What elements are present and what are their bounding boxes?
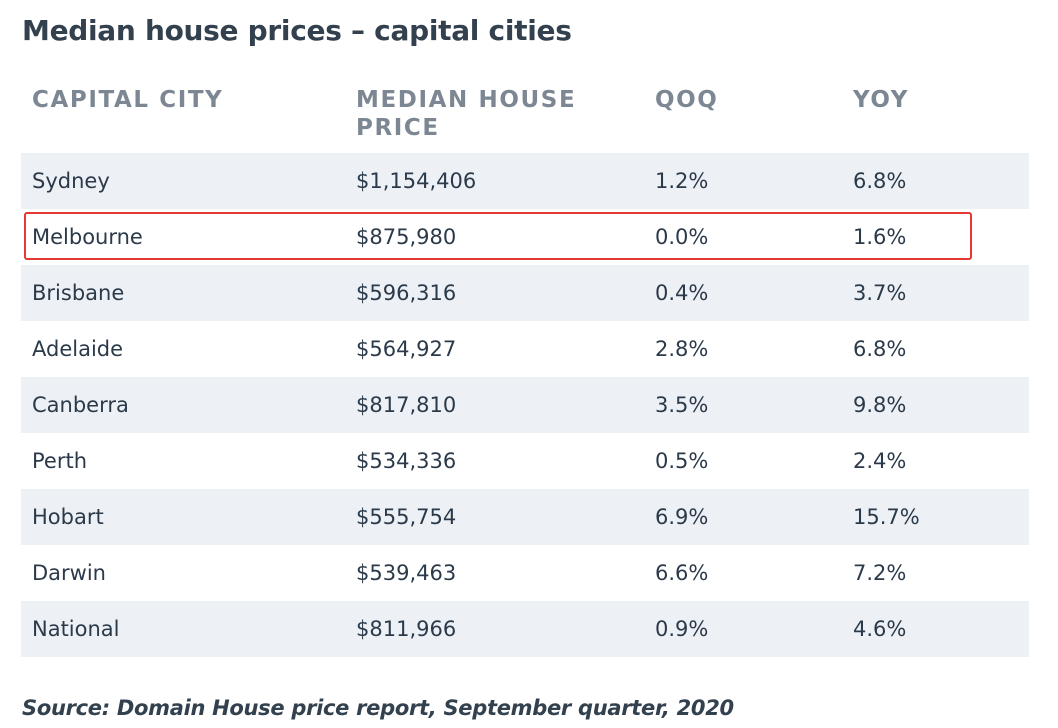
city-cell: Melbourne — [32, 225, 143, 249]
city-cell: Adelaide — [32, 337, 124, 361]
header-capital-city: CAPITAL CITY — [32, 87, 224, 113]
qoq-cell: 0.4% — [655, 281, 709, 305]
qoq-cell: 2.8% — [655, 337, 709, 361]
yoy-cell: 7.2% — [853, 561, 907, 585]
price-cell: $539,463 — [356, 561, 457, 585]
city-cell: Perth — [32, 449, 88, 473]
city-cell: Darwin — [32, 561, 106, 585]
table-row: Sydney $1,154,406 1.2% 6.8% — [21, 153, 1029, 209]
table-row: Brisbane $596,316 0.4% 3.7% — [21, 265, 1029, 321]
table-row: Darwin $539,463 6.6% 7.2% — [21, 545, 1029, 601]
table-row: Hobart $555,754 6.9% 15.7% — [21, 489, 1029, 545]
qoq-cell: 0.5% — [655, 449, 709, 473]
qoq-cell: 0.0% — [655, 225, 709, 249]
qoq-cell: 6.9% — [655, 505, 709, 529]
city-cell: Hobart — [32, 505, 104, 529]
price-cell: $596,316 — [356, 281, 457, 305]
highlight-box — [24, 212, 972, 260]
yoy-cell: 2.4% — [853, 449, 907, 473]
city-cell: National — [32, 617, 120, 641]
qoq-cell: 0.9% — [655, 617, 709, 641]
yoy-cell: 9.8% — [853, 393, 907, 417]
table-row-highlighted: Melbourne $875,980 0.0% 1.6% — [21, 209, 1029, 265]
price-cell: $534,336 — [356, 449, 457, 473]
city-cell: Sydney — [32, 169, 110, 193]
price-cell: $555,754 — [356, 505, 457, 529]
price-cell: $1,154,406 — [356, 169, 477, 193]
house-price-table: CAPITAL CITY MEDIAN HOUSE PRICE QOQ YOY … — [21, 84, 1029, 657]
price-cell: $817,810 — [356, 393, 457, 417]
yoy-cell: 1.6% — [853, 225, 907, 249]
header-qoq: QOQ — [655, 87, 719, 113]
yoy-cell: 15.7% — [853, 505, 920, 529]
table-row: Perth $534,336 0.5% 2.4% — [21, 433, 1029, 489]
city-cell: Canberra — [32, 393, 129, 417]
qoq-cell: 6.6% — [655, 561, 709, 585]
yoy-cell: 3.7% — [853, 281, 907, 305]
page-title: Median house prices – capital cities — [22, 14, 572, 47]
yoy-cell: 6.8% — [853, 337, 907, 361]
yoy-cell: 6.8% — [853, 169, 907, 193]
yoy-cell: 4.6% — [853, 617, 907, 641]
table-row: Canberra $817,810 3.5% 9.8% — [21, 377, 1029, 433]
table-header: CAPITAL CITY MEDIAN HOUSE PRICE QOQ YOY — [21, 84, 1029, 153]
table-row: Adelaide $564,927 2.8% 6.8% — [21, 321, 1029, 377]
qoq-cell: 3.5% — [655, 393, 709, 417]
city-cell: Brisbane — [32, 281, 125, 305]
table-row: National $811,966 0.9% 4.6% — [21, 601, 1029, 657]
header-yoy: YOY — [853, 87, 910, 113]
price-cell: $875,980 — [356, 225, 457, 249]
price-cell: $564,927 — [356, 337, 457, 361]
price-cell: $811,966 — [356, 617, 457, 641]
header-median-house-price: MEDIAN HOUSE PRICE — [356, 87, 577, 141]
source-note: Source: Domain House price report, Septe… — [22, 696, 734, 720]
qoq-cell: 1.2% — [655, 169, 709, 193]
